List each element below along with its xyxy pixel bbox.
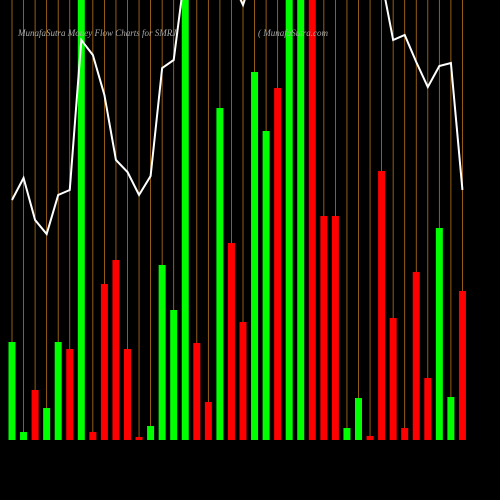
bar [331, 216, 339, 440]
chart-subtitle: ( MunafaSutra.com [258, 28, 328, 38]
bar [181, 0, 189, 440]
bar [366, 436, 374, 440]
bar [124, 349, 131, 440]
bar [458, 291, 466, 440]
chart-title: MunafaSutra Money Flow Charts for SMRJ [17, 28, 177, 38]
bar [204, 402, 212, 440]
bar [308, 0, 316, 440]
bar [378, 171, 386, 440]
bar [343, 428, 351, 440]
bar [135, 437, 143, 440]
bars [8, 0, 466, 440]
bar [112, 260, 120, 440]
bar [193, 343, 201, 440]
bar [43, 408, 51, 440]
bar [54, 342, 62, 440]
bar [435, 228, 443, 440]
bar [447, 397, 455, 440]
bar [274, 88, 282, 440]
bar [66, 349, 74, 440]
bar [170, 310, 178, 440]
bar [320, 216, 328, 440]
bar [239, 322, 247, 440]
bar [251, 72, 259, 440]
bar [285, 0, 293, 440]
bar [227, 243, 235, 440]
bar [412, 272, 420, 440]
bar [262, 131, 270, 440]
bar [297, 0, 305, 440]
bar [31, 390, 39, 440]
bar [77, 0, 85, 440]
bar [216, 108, 224, 440]
money-flow-line [11, 0, 464, 237]
bar [424, 378, 432, 440]
bar [20, 432, 28, 440]
bar [158, 265, 166, 440]
lines [11, 0, 464, 237]
bar [147, 426, 155, 440]
bar [389, 318, 397, 440]
bar [355, 398, 362, 440]
bar [8, 342, 16, 440]
bar [401, 428, 409, 440]
bar [100, 284, 108, 440]
bar [89, 432, 97, 440]
